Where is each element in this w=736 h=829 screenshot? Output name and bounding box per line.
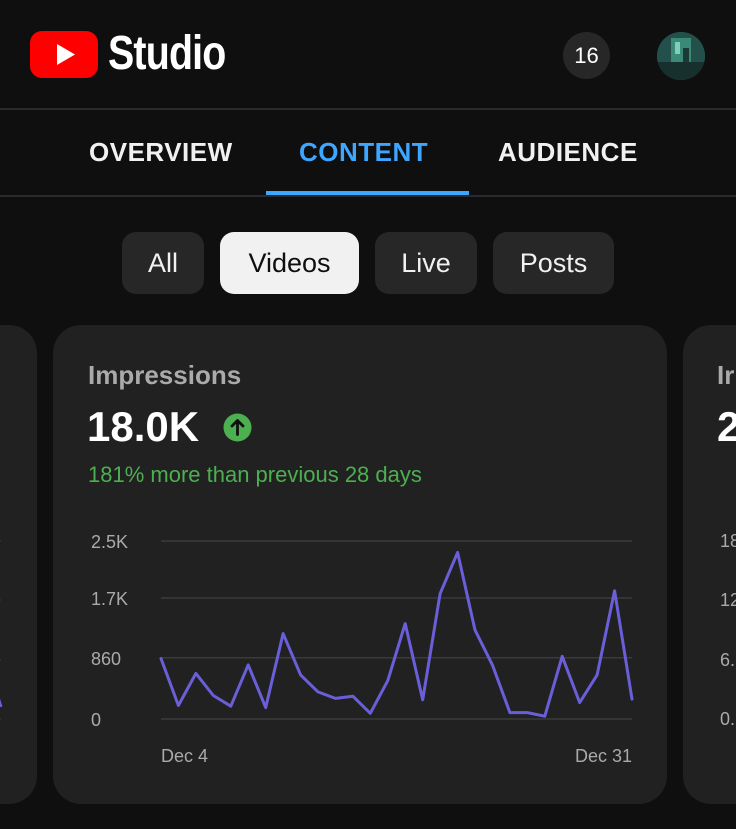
impressions-series-line [159,550,634,718]
metric-value: 18.0K [87,403,200,450]
tab-content[interactable]: CONTENT [299,137,429,167]
avatar-icon[interactable] [657,32,705,80]
next-metric-card[interactable]: Ir 2 18 12 6. 0. [683,325,736,804]
active-tab-indicator [266,191,469,195]
next-chart-tick: 18 [720,531,736,551]
filter-chip-all[interactable]: All [122,232,204,294]
x-tick-label-start: Dec 4 [161,746,208,766]
studio-brand-title: Studio [108,27,226,80]
previous-metric-card[interactable] [0,325,37,804]
y-tick-label: 1.7K [91,589,128,609]
impressions-metric-card[interactable]: Impressions 18.0K 181% more than previou… [53,325,667,804]
section-tabs: OVERVIEW CONTENT AUDIENCE [0,110,736,197]
metric-title: Impressions [88,360,242,390]
filter-chip-videos[interactable]: Videos [220,232,359,294]
next-chart-tick: 6. [720,650,736,670]
filter-chip-live[interactable]: Live [375,232,477,294]
next-metric-title: Ir [717,360,735,390]
x-tick-label-end: Dec 31 [575,746,632,766]
y-tick-label: 0 [91,710,101,730]
metric-comparison-text: 181% more than previous 28 days [88,462,422,487]
tab-overview[interactable]: OVERVIEW [89,137,233,167]
next-chart-tick: 0. [720,709,736,729]
notification-count-badge[interactable]: 16 [563,32,610,79]
arrow-up-circle-icon [223,413,252,442]
y-tick-label: 860 [91,649,121,669]
next-metric-value: 2 [717,403,736,450]
previous-card-chart [0,540,3,720]
filter-chip-posts[interactable]: Posts [493,232,614,294]
tab-audience[interactable]: AUDIENCE [498,137,638,167]
next-chart-tick: 12 [720,590,736,610]
app-header: Studio 16 [0,0,736,110]
y-tick-label: 2.5K [91,532,128,552]
youtube-logo-icon[interactable] [30,31,98,78]
impressions-line-chart: 0 860 1.7K 2.5K Dec 4 Dec 31 [91,532,634,766]
